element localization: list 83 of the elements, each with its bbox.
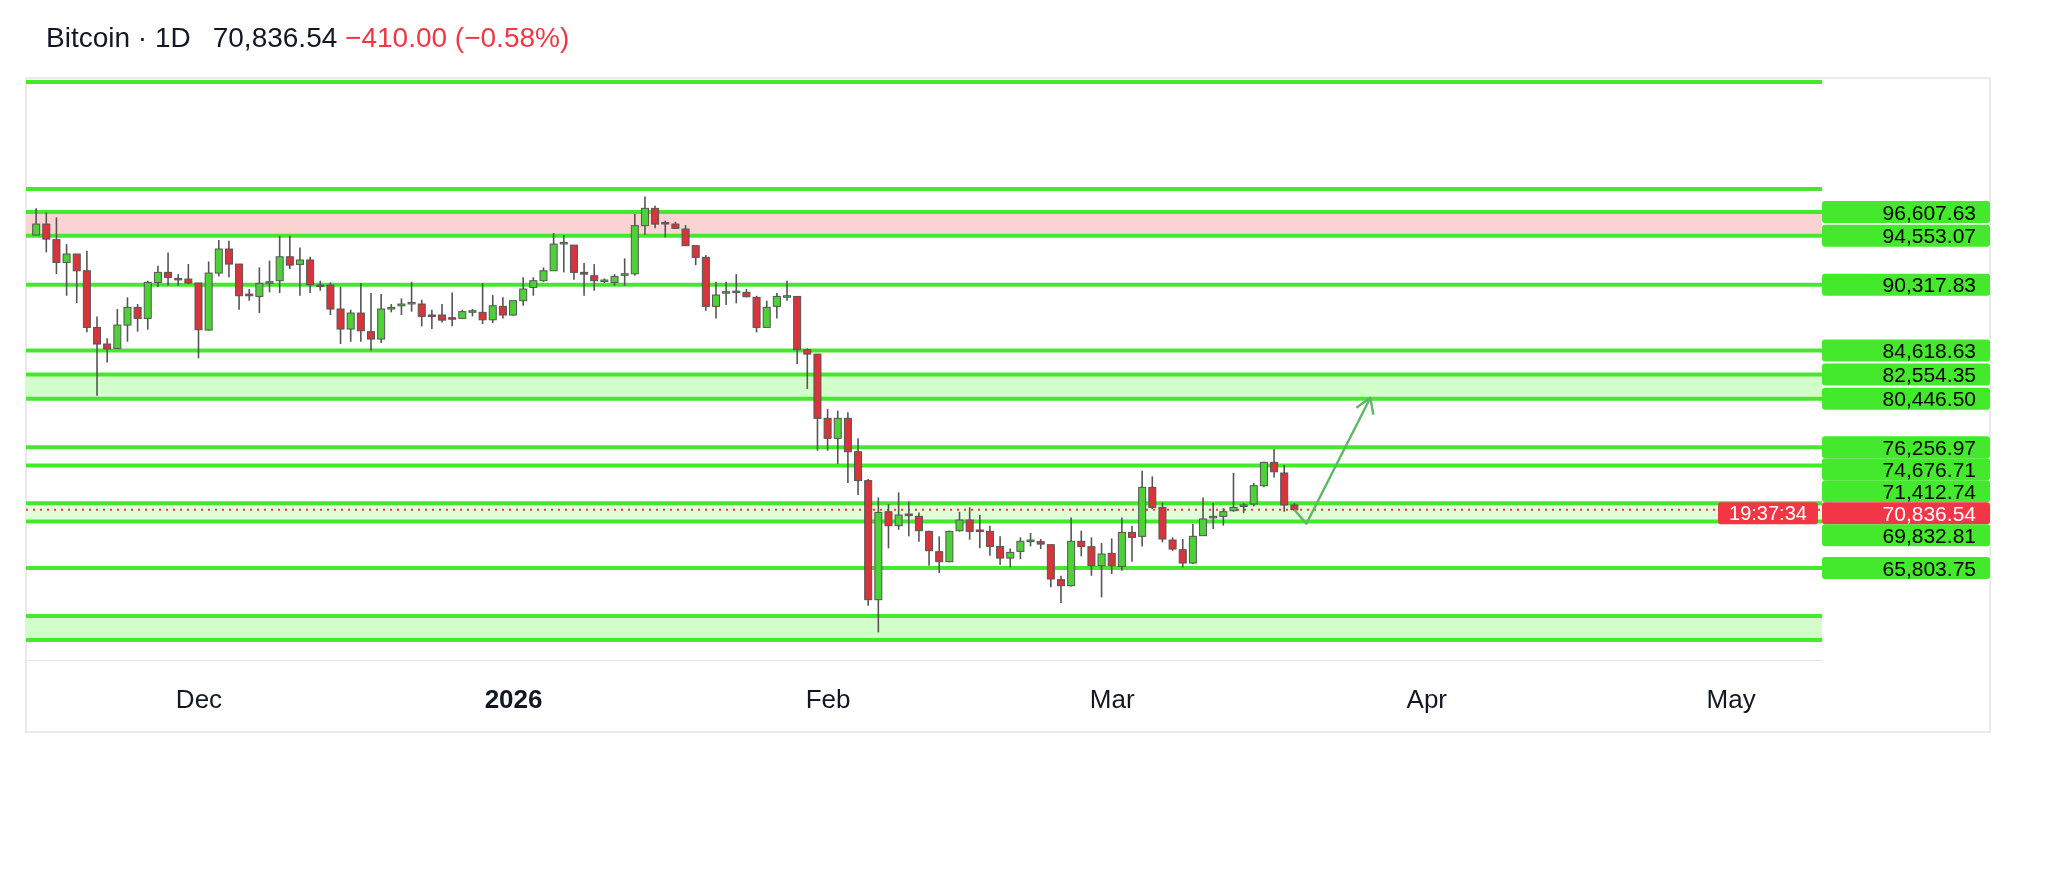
candlestick (1259, 460, 1268, 489)
candlestick (103, 337, 112, 364)
candlestick (935, 535, 944, 574)
candlestick (1229, 472, 1238, 513)
candlestick (661, 219, 670, 239)
chart-subtitle: 70,836.54 −410.00 (−0.58%) (212, 22, 570, 53)
candlestick (914, 511, 923, 543)
candlestick (975, 514, 984, 550)
candlestick (691, 244, 700, 266)
ref-line-label: 74,676.71 (1882, 457, 1976, 481)
candlestick (113, 308, 122, 350)
ref-line-label: 65,803.75 (1882, 556, 1976, 580)
candlestick (1178, 538, 1187, 569)
candlestick (42, 211, 51, 254)
candlestick (1128, 524, 1137, 563)
candlestick (1006, 547, 1015, 569)
candlestick (580, 262, 589, 297)
candlestick (955, 510, 964, 533)
candlestick (590, 263, 599, 292)
candlestick (996, 535, 1005, 566)
x-tick-label: Mar (1089, 684, 1135, 715)
candlestick (1148, 475, 1157, 510)
y-tick-label: 96,607.63 (1882, 200, 1976, 224)
candlestick (783, 279, 792, 302)
candlestick (904, 500, 913, 538)
annotation: 19:37:34 (1729, 502, 1807, 525)
candlestick (245, 288, 254, 302)
candlestick (762, 299, 771, 329)
x-tick-label: Feb (805, 684, 851, 715)
candlestick (346, 308, 355, 343)
candlestick (711, 280, 720, 320)
candlestick (32, 207, 41, 236)
candlestick (448, 291, 457, 328)
candlestick (529, 276, 538, 297)
y-tick-label: 76,256.97 (1882, 435, 1976, 459)
candlestick (417, 298, 426, 328)
candlestick (1107, 537, 1116, 575)
candlestick (174, 273, 183, 287)
candlestick (488, 294, 497, 324)
candlestick (438, 303, 447, 324)
candlestick (1077, 529, 1086, 558)
candlestick (498, 296, 507, 320)
y-tick-label: 90,317.83 (1882, 273, 1976, 297)
y-tick-label: 80,446.50 (1882, 387, 1976, 411)
ref-line-label: 69,832.81 (1882, 523, 1976, 547)
ref-line-label: 70,836.54 (1882, 501, 1977, 525)
candlestick (356, 282, 365, 343)
candlestick (295, 246, 304, 297)
y-tick-label: 84,618.63 (1882, 339, 1976, 363)
candlestick (803, 347, 812, 390)
candlestick (965, 506, 974, 541)
candlestick (985, 524, 994, 557)
x-tick-label: May (1706, 684, 1756, 715)
candlestick (732, 273, 741, 305)
candlestick (1249, 482, 1258, 508)
candlestick (722, 280, 731, 306)
candlestick (925, 529, 934, 567)
candlestick (1199, 496, 1208, 537)
candlestick (275, 234, 284, 294)
candlestick (559, 234, 568, 274)
candlestick (427, 308, 436, 330)
candlestick (833, 409, 842, 465)
candlestick (651, 204, 660, 230)
candlestick (93, 315, 102, 397)
ref-line-label: 94,553.07 (1882, 224, 1976, 248)
x-tick-label: Apr (1406, 684, 1448, 715)
candlestick (153, 264, 162, 288)
ref-line-label: 71,412.74 (1882, 479, 1977, 503)
x-tick-label: 2026 (484, 684, 543, 715)
candlestick (620, 257, 629, 287)
x-tick-label: Dec (175, 684, 223, 715)
candlestick (1056, 574, 1065, 604)
candlestick (366, 292, 375, 352)
candlestick (772, 292, 781, 320)
candlestick (285, 234, 294, 270)
candlestick (164, 251, 173, 287)
candlestick (72, 253, 81, 304)
ref-line-label: 82,554.35 (1882, 362, 1976, 386)
candlestick (1270, 448, 1279, 479)
candlestick (519, 276, 528, 307)
chart-title: Bitcoin · 1D (46, 22, 191, 53)
candlestick (224, 239, 233, 279)
candlestick (640, 195, 649, 236)
